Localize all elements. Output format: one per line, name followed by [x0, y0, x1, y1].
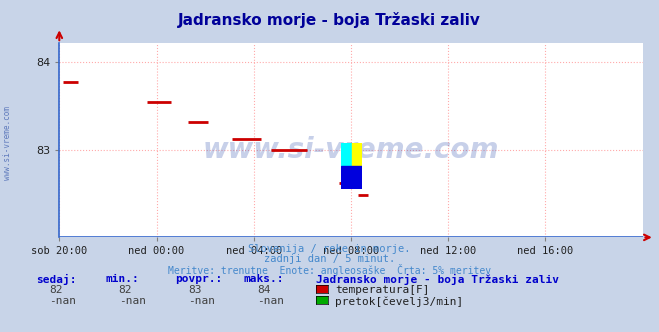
Text: zadnji dan / 5 minut.: zadnji dan / 5 minut.	[264, 254, 395, 264]
Text: sedaj:: sedaj:	[36, 274, 76, 285]
Text: 82: 82	[49, 285, 63, 295]
Text: www.si-vreme.com: www.si-vreme.com	[203, 136, 499, 164]
Text: maks.:: maks.:	[244, 274, 284, 284]
Bar	[341, 166, 362, 189]
Text: -nan: -nan	[119, 296, 146, 306]
Text: povpr.:: povpr.:	[175, 274, 222, 284]
Bar	[352, 143, 362, 166]
Text: -nan: -nan	[188, 296, 215, 306]
Bar	[341, 143, 352, 166]
Text: 83: 83	[188, 285, 201, 295]
Text: www.si-vreme.com: www.si-vreme.com	[3, 106, 13, 180]
Text: Jadransko morje - boja Tržaski zaliv: Jadransko morje - boja Tržaski zaliv	[316, 274, 559, 285]
Text: Slovenija / reke in morje.: Slovenija / reke in morje.	[248, 244, 411, 254]
Text: Jadransko morje - boja Tržaski zaliv: Jadransko morje - boja Tržaski zaliv	[178, 12, 481, 28]
Text: 84: 84	[257, 285, 270, 295]
Text: temperatura[F]: temperatura[F]	[335, 285, 429, 295]
Text: min.:: min.:	[105, 274, 139, 284]
Text: -nan: -nan	[49, 296, 76, 306]
Text: -nan: -nan	[257, 296, 284, 306]
Text: Meritve: trenutne  Enote: angleosaške  Črta: 5% meritev: Meritve: trenutne Enote: angleosaške Črt…	[168, 264, 491, 276]
Text: pretok[čevelj3/min]: pretok[čevelj3/min]	[335, 296, 463, 307]
Text: 82: 82	[119, 285, 132, 295]
